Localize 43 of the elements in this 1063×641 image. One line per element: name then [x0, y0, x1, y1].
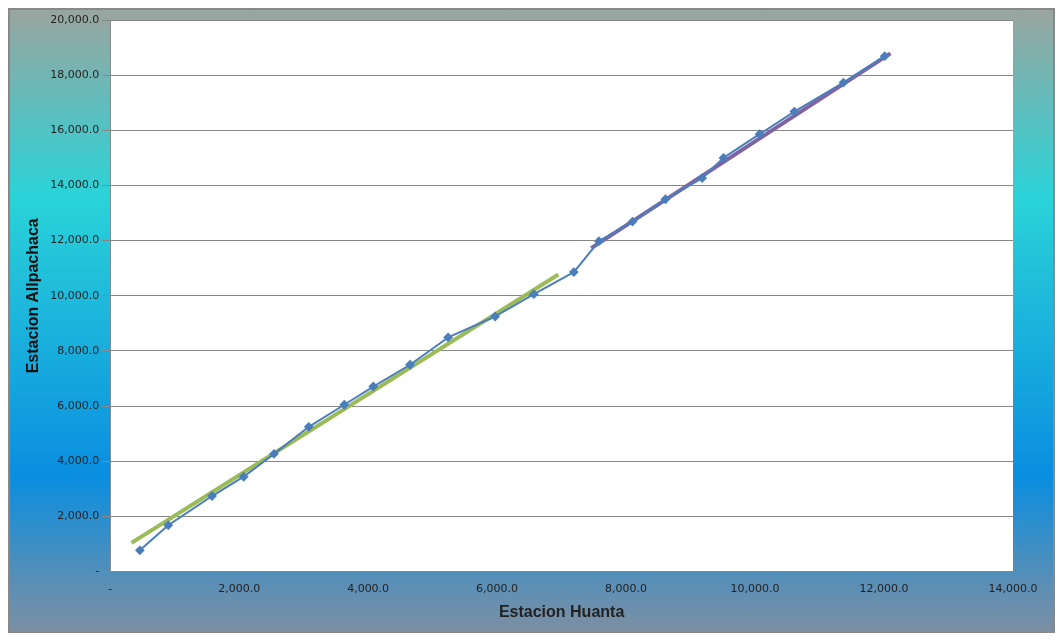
point — [207, 491, 217, 501]
point — [718, 153, 728, 163]
x-tick-label: 14,000.0 — [988, 582, 1038, 596]
point — [755, 129, 765, 139]
point — [135, 545, 145, 555]
point — [628, 217, 638, 227]
point — [838, 78, 848, 88]
point — [490, 311, 500, 321]
y-tick-label: 10,000.0 — [50, 288, 100, 302]
x-axis-title: Estacion Huanta — [498, 602, 625, 620]
y-tick-label: 2,000.0 — [57, 509, 100, 523]
y-tick-label: 18,000.0 — [50, 68, 100, 82]
point — [239, 472, 249, 482]
x-tick-label: 10,000.0 — [730, 582, 780, 596]
x-tick-label: 12,000.0 — [859, 582, 909, 596]
y-tick-label: 4,000.0 — [57, 454, 100, 468]
point — [163, 520, 173, 530]
y-axis-title: Estacion Allpachaca — [24, 218, 42, 374]
point — [304, 422, 314, 432]
point — [697, 173, 707, 183]
point — [269, 449, 279, 459]
point — [405, 360, 415, 370]
point — [368, 382, 378, 392]
point — [569, 267, 579, 277]
y-tick-label: 6,000.0 — [57, 398, 100, 412]
y-tick-label: 8,000.0 — [57, 343, 100, 357]
y-tick-label: 14,000.0 — [50, 178, 100, 192]
y-tick-label: - — [95, 564, 100, 578]
x-tick-label: - — [108, 582, 113, 596]
point — [443, 332, 453, 342]
x-tick-label: 2,000.0 — [218, 582, 261, 596]
y-tick-label: 12,000.0 — [50, 233, 100, 247]
y-tick-label: 20,000.0 — [50, 12, 100, 26]
x-tick-label: 6,000.0 — [476, 582, 519, 596]
point — [339, 400, 349, 410]
point — [880, 51, 890, 61]
point — [789, 107, 799, 117]
point — [529, 289, 539, 299]
y-tick-label: 16,000.0 — [50, 123, 100, 137]
point — [660, 194, 670, 204]
point — [594, 236, 604, 246]
x-tick-label: 4,000.0 — [347, 582, 390, 596]
x-tick-label: 8,000.0 — [605, 582, 648, 596]
